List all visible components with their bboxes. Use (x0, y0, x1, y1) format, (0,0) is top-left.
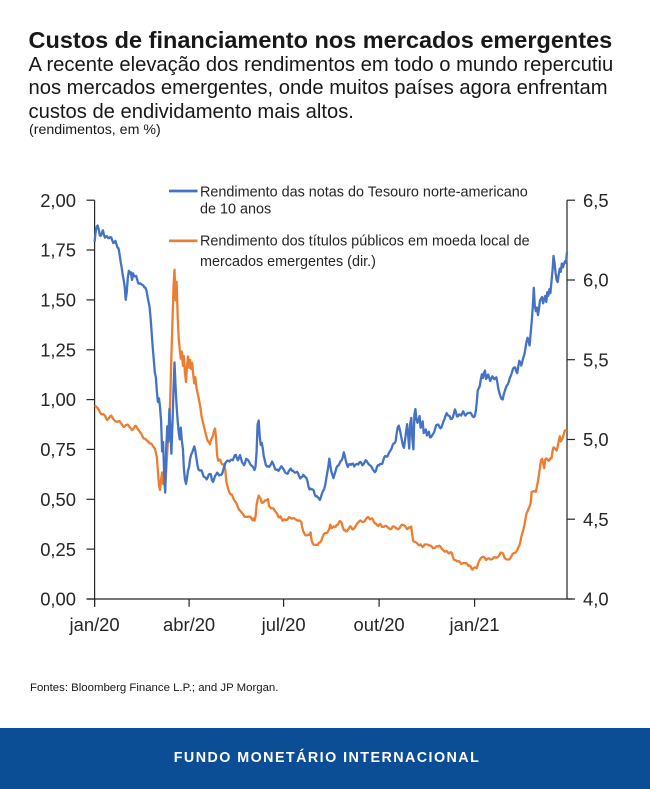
svg-text:2,00: 2,00 (40, 190, 76, 211)
svg-text:jul/20: jul/20 (261, 614, 306, 635)
svg-text:0,50: 0,50 (40, 489, 76, 510)
svg-text:1,50: 1,50 (40, 290, 76, 311)
svg-text:5,5: 5,5 (583, 349, 609, 370)
svg-text:jan/20: jan/20 (69, 614, 120, 635)
svg-text:5,0: 5,0 (583, 429, 609, 450)
svg-text:0,00: 0,00 (40, 589, 76, 610)
svg-text:6,0: 6,0 (583, 270, 609, 291)
svg-text:mercados emergentes (dir.): mercados emergentes (dir.) (200, 254, 376, 270)
svg-text:abr/20: abr/20 (163, 614, 215, 635)
svg-text:Rendimento dos títulos público: Rendimento dos títulos públicos em moeda… (200, 234, 530, 250)
svg-text:out/20: out/20 (354, 614, 405, 635)
svg-text:1,25: 1,25 (40, 339, 76, 360)
svg-text:1,75: 1,75 (40, 240, 76, 261)
svg-text:de 10 anos: de 10 anos (200, 202, 271, 218)
svg-text:4,0: 4,0 (583, 589, 609, 610)
svg-text:0,25: 0,25 (40, 539, 76, 560)
svg-text:4,5: 4,5 (583, 509, 609, 530)
svg-text:1,00: 1,00 (40, 389, 76, 410)
svg-text:jan/21: jan/21 (449, 614, 500, 635)
svg-text:6,5: 6,5 (583, 190, 609, 211)
svg-text:Rendimento das notas do Tesour: Rendimento das notas do Tesouro norte-am… (200, 184, 528, 200)
svg-text:0,75: 0,75 (40, 439, 76, 460)
